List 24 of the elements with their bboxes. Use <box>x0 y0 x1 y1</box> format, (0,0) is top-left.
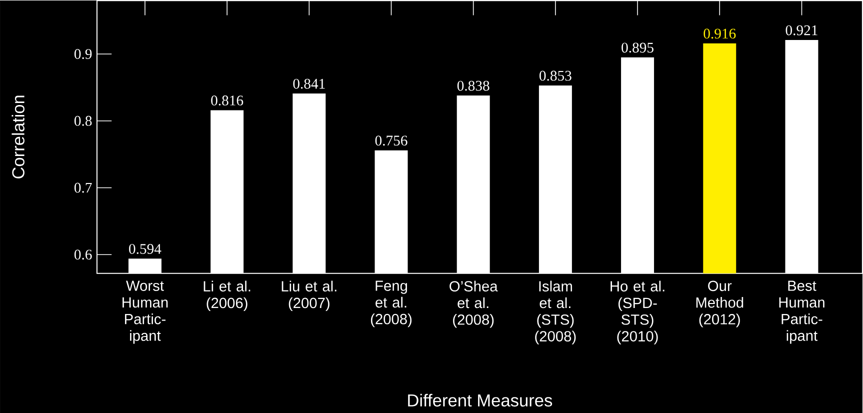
x-tick-label: Worst Human Partic-ipant <box>122 280 168 344</box>
x-axis-title: Different Measures <box>408 394 552 406</box>
data-label: 0.594 <box>129 244 162 254</box>
x-tick-label: Ho et al. (SPD-STS) (2010) <box>610 280 664 344</box>
x-tick-label: Our Method (2012) <box>696 280 744 328</box>
x-tick-label: Islam et al. (STS) (2008) <box>535 280 576 344</box>
data-label: 0.853 <box>540 70 572 81</box>
data-label: 0.838 <box>457 80 490 91</box>
data-label: 0.841 <box>293 78 325 89</box>
x-tick-label: Best Human Partic-ipant <box>779 280 824 344</box>
y-tick-label: 0.8 <box>74 116 92 126</box>
data-label: 0.816 <box>211 95 244 106</box>
x-tick-label: Liu et al. (2007) <box>282 280 336 311</box>
y-tick-label: 0.9 <box>74 48 92 59</box>
data-label: 0.921 <box>786 25 818 36</box>
x-tick-label: Feng et al. (2008) <box>370 280 412 328</box>
x-tick-label: O’Shea et al. (2008) <box>450 280 498 328</box>
y-axis-title: Correlation <box>12 96 24 178</box>
y-tick-label: 0.6 <box>74 250 92 260</box>
data-label: 0.895 <box>622 42 654 53</box>
data-label: 0.916 <box>704 28 736 38</box>
y-tick-label: 0.7 <box>74 182 92 193</box>
x-tick-label: Li et al. (2006) <box>204 280 250 311</box>
data-label: 0.756 <box>375 136 408 146</box>
